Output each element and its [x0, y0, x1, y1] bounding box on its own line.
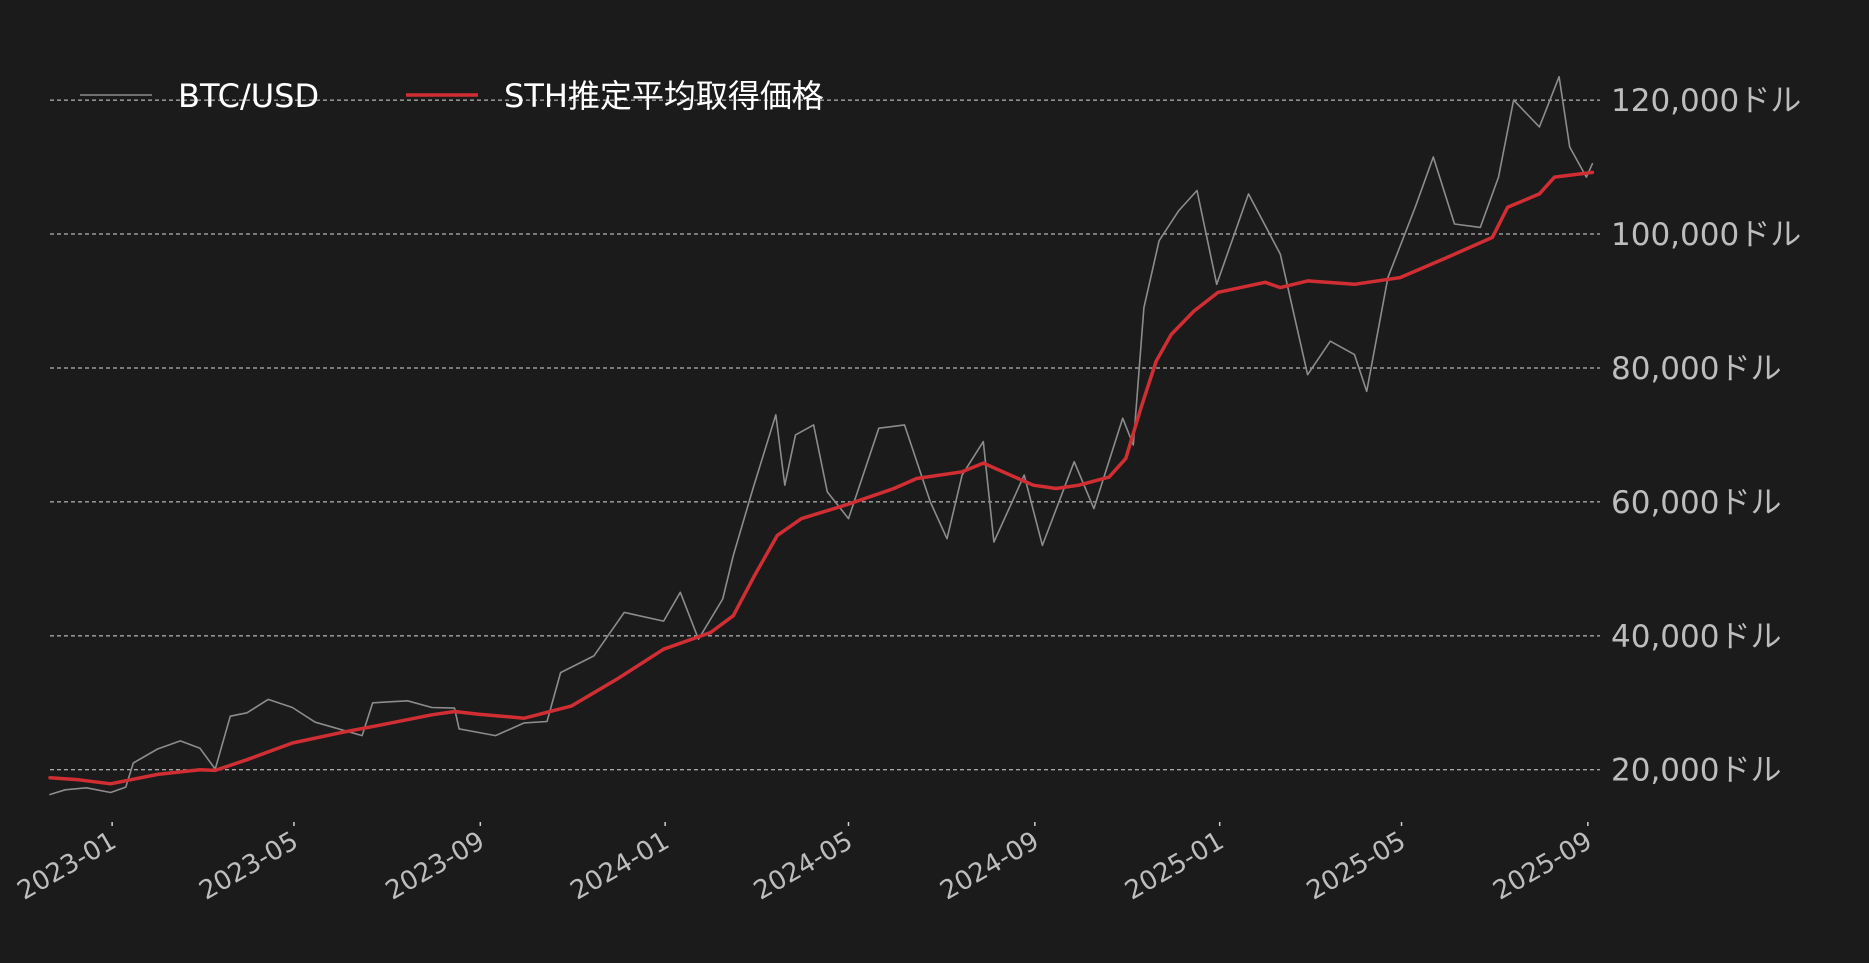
y-tick-label: 100,000ドル	[1611, 217, 1801, 253]
y-axis-tick-labels: 20,000ドル 40,000ドル 60,000ドル 80,000ドル 100,000ド…	[1611, 83, 1801, 789]
grid-lines	[50, 99, 1600, 771]
y-tick-label: 80,000ドル	[1611, 351, 1781, 387]
series-layer	[48, 75, 1595, 796]
legend-label-sth: STH推定平均取得価格	[504, 77, 824, 115]
series-line-btc-usd	[49, 75, 1594, 796]
y-tick-label: 60,000ドル	[1611, 485, 1781, 521]
y-tick-label: 20,000ドル	[1611, 753, 1781, 789]
legend: BTC/USD STH推定平均取得価格	[80, 77, 824, 115]
y-tick-label: 40,000ドル	[1611, 619, 1781, 655]
y-tick-label: 120,000ドル	[1611, 83, 1801, 119]
series-line-sth-cost-basis	[48, 170, 1595, 786]
legend-label-btc-usd: BTC/USD	[178, 77, 319, 115]
